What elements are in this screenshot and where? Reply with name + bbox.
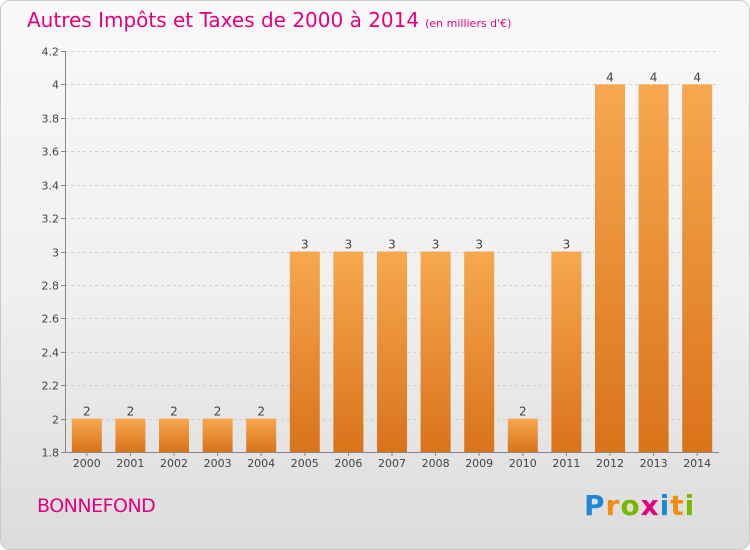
chart-title-text: Autres Impôts et Taxes de 2000 à 2014 bbox=[27, 8, 420, 32]
data-label: 2 bbox=[127, 405, 135, 419]
chart-title: Autres Impôts et Taxes de 2000 à 2014 (en… bbox=[27, 8, 511, 32]
logo-letter: x bbox=[640, 489, 660, 522]
data-label: 2 bbox=[214, 405, 222, 419]
x-tick-label: 2007 bbox=[378, 457, 406, 470]
bar bbox=[115, 418, 146, 452]
bar bbox=[595, 84, 625, 453]
data-label: 2 bbox=[257, 405, 265, 419]
bar bbox=[420, 251, 451, 452]
y-tick-label: 2.2 bbox=[42, 380, 60, 393]
x-tick-label: 2005 bbox=[291, 457, 319, 470]
y-tick-label: 2 bbox=[52, 414, 59, 427]
y-tick-label: 4 bbox=[52, 79, 59, 92]
x-tick-label: 2001 bbox=[116, 457, 144, 470]
logo-letter: i bbox=[659, 489, 671, 522]
data-label: 4 bbox=[606, 70, 614, 84]
y-tick-label: 3.4 bbox=[42, 180, 60, 193]
x-tick-label: 2003 bbox=[204, 457, 232, 470]
bar bbox=[377, 251, 407, 452]
data-label: 3 bbox=[475, 238, 483, 252]
y-tick-label: 2.4 bbox=[42, 347, 60, 360]
y-tick-label: 1.8 bbox=[42, 447, 60, 460]
data-label: 3 bbox=[432, 238, 440, 252]
x-tick-label: 2000 bbox=[73, 457, 101, 470]
bar bbox=[507, 418, 538, 452]
y-tick-label: 3.6 bbox=[42, 146, 60, 159]
x-tick-label: 2009 bbox=[465, 457, 493, 470]
logo-letter: r bbox=[605, 489, 621, 522]
x-tick-label: 2011 bbox=[552, 457, 580, 470]
bar bbox=[159, 418, 189, 452]
bar bbox=[333, 251, 364, 452]
data-label: 4 bbox=[650, 70, 658, 84]
data-label: 2 bbox=[83, 405, 91, 419]
x-tick-label: 2008 bbox=[422, 457, 450, 470]
bar bbox=[289, 251, 320, 452]
logo-letter: t bbox=[670, 489, 685, 522]
axes: 1.8 2 2.2 2.4 2.6 2.8 3 3.2 3.4 3.6 3.8 4 4.2 2000 200… bbox=[42, 46, 719, 470]
x-tick-label: 2012 bbox=[596, 457, 624, 470]
y-tick-label: 3.2 bbox=[42, 213, 60, 226]
logo-letter: o bbox=[620, 489, 641, 522]
commune-name: BONNEFOND bbox=[37, 495, 156, 517]
y-tick-label: 3.8 bbox=[42, 113, 60, 126]
data-label: 3 bbox=[301, 238, 309, 252]
y-tick-label: 4.2 bbox=[42, 46, 60, 59]
x-tick-label: 2014 bbox=[683, 457, 711, 470]
x-tick-label: 2006 bbox=[334, 457, 362, 470]
logo-letter: i bbox=[684, 489, 696, 522]
bar bbox=[202, 418, 233, 452]
x-tick-label: 2004 bbox=[247, 457, 275, 470]
proxiti-logo: Proxiti bbox=[584, 489, 695, 522]
data-label: 4 bbox=[693, 70, 701, 84]
data-label: 3 bbox=[388, 238, 396, 252]
x-tick-label: 2010 bbox=[509, 457, 537, 470]
x-tick-label: 2002 bbox=[160, 457, 188, 470]
logo-letter: P bbox=[584, 489, 606, 522]
x-tick-label: 2013 bbox=[640, 457, 668, 470]
bars: 2 2 2 2 2 3 3 3 3 3 2 3 4 4 4 bbox=[71, 70, 713, 453]
chart-subtitle: (en milliers d'€) bbox=[425, 17, 512, 30]
bar bbox=[246, 418, 277, 452]
bar bbox=[464, 251, 495, 452]
bar bbox=[551, 251, 582, 452]
y-tick-label: 2.8 bbox=[42, 280, 60, 293]
y-tick-label: 2.6 bbox=[42, 313, 60, 326]
data-label: 2 bbox=[170, 405, 178, 419]
data-label: 3 bbox=[563, 238, 571, 252]
bar bbox=[682, 84, 713, 453]
bar bbox=[638, 84, 669, 453]
data-label: 3 bbox=[345, 238, 353, 252]
y-tick-label: 3 bbox=[52, 247, 59, 260]
bar bbox=[71, 418, 102, 452]
data-label: 2 bbox=[519, 405, 527, 419]
